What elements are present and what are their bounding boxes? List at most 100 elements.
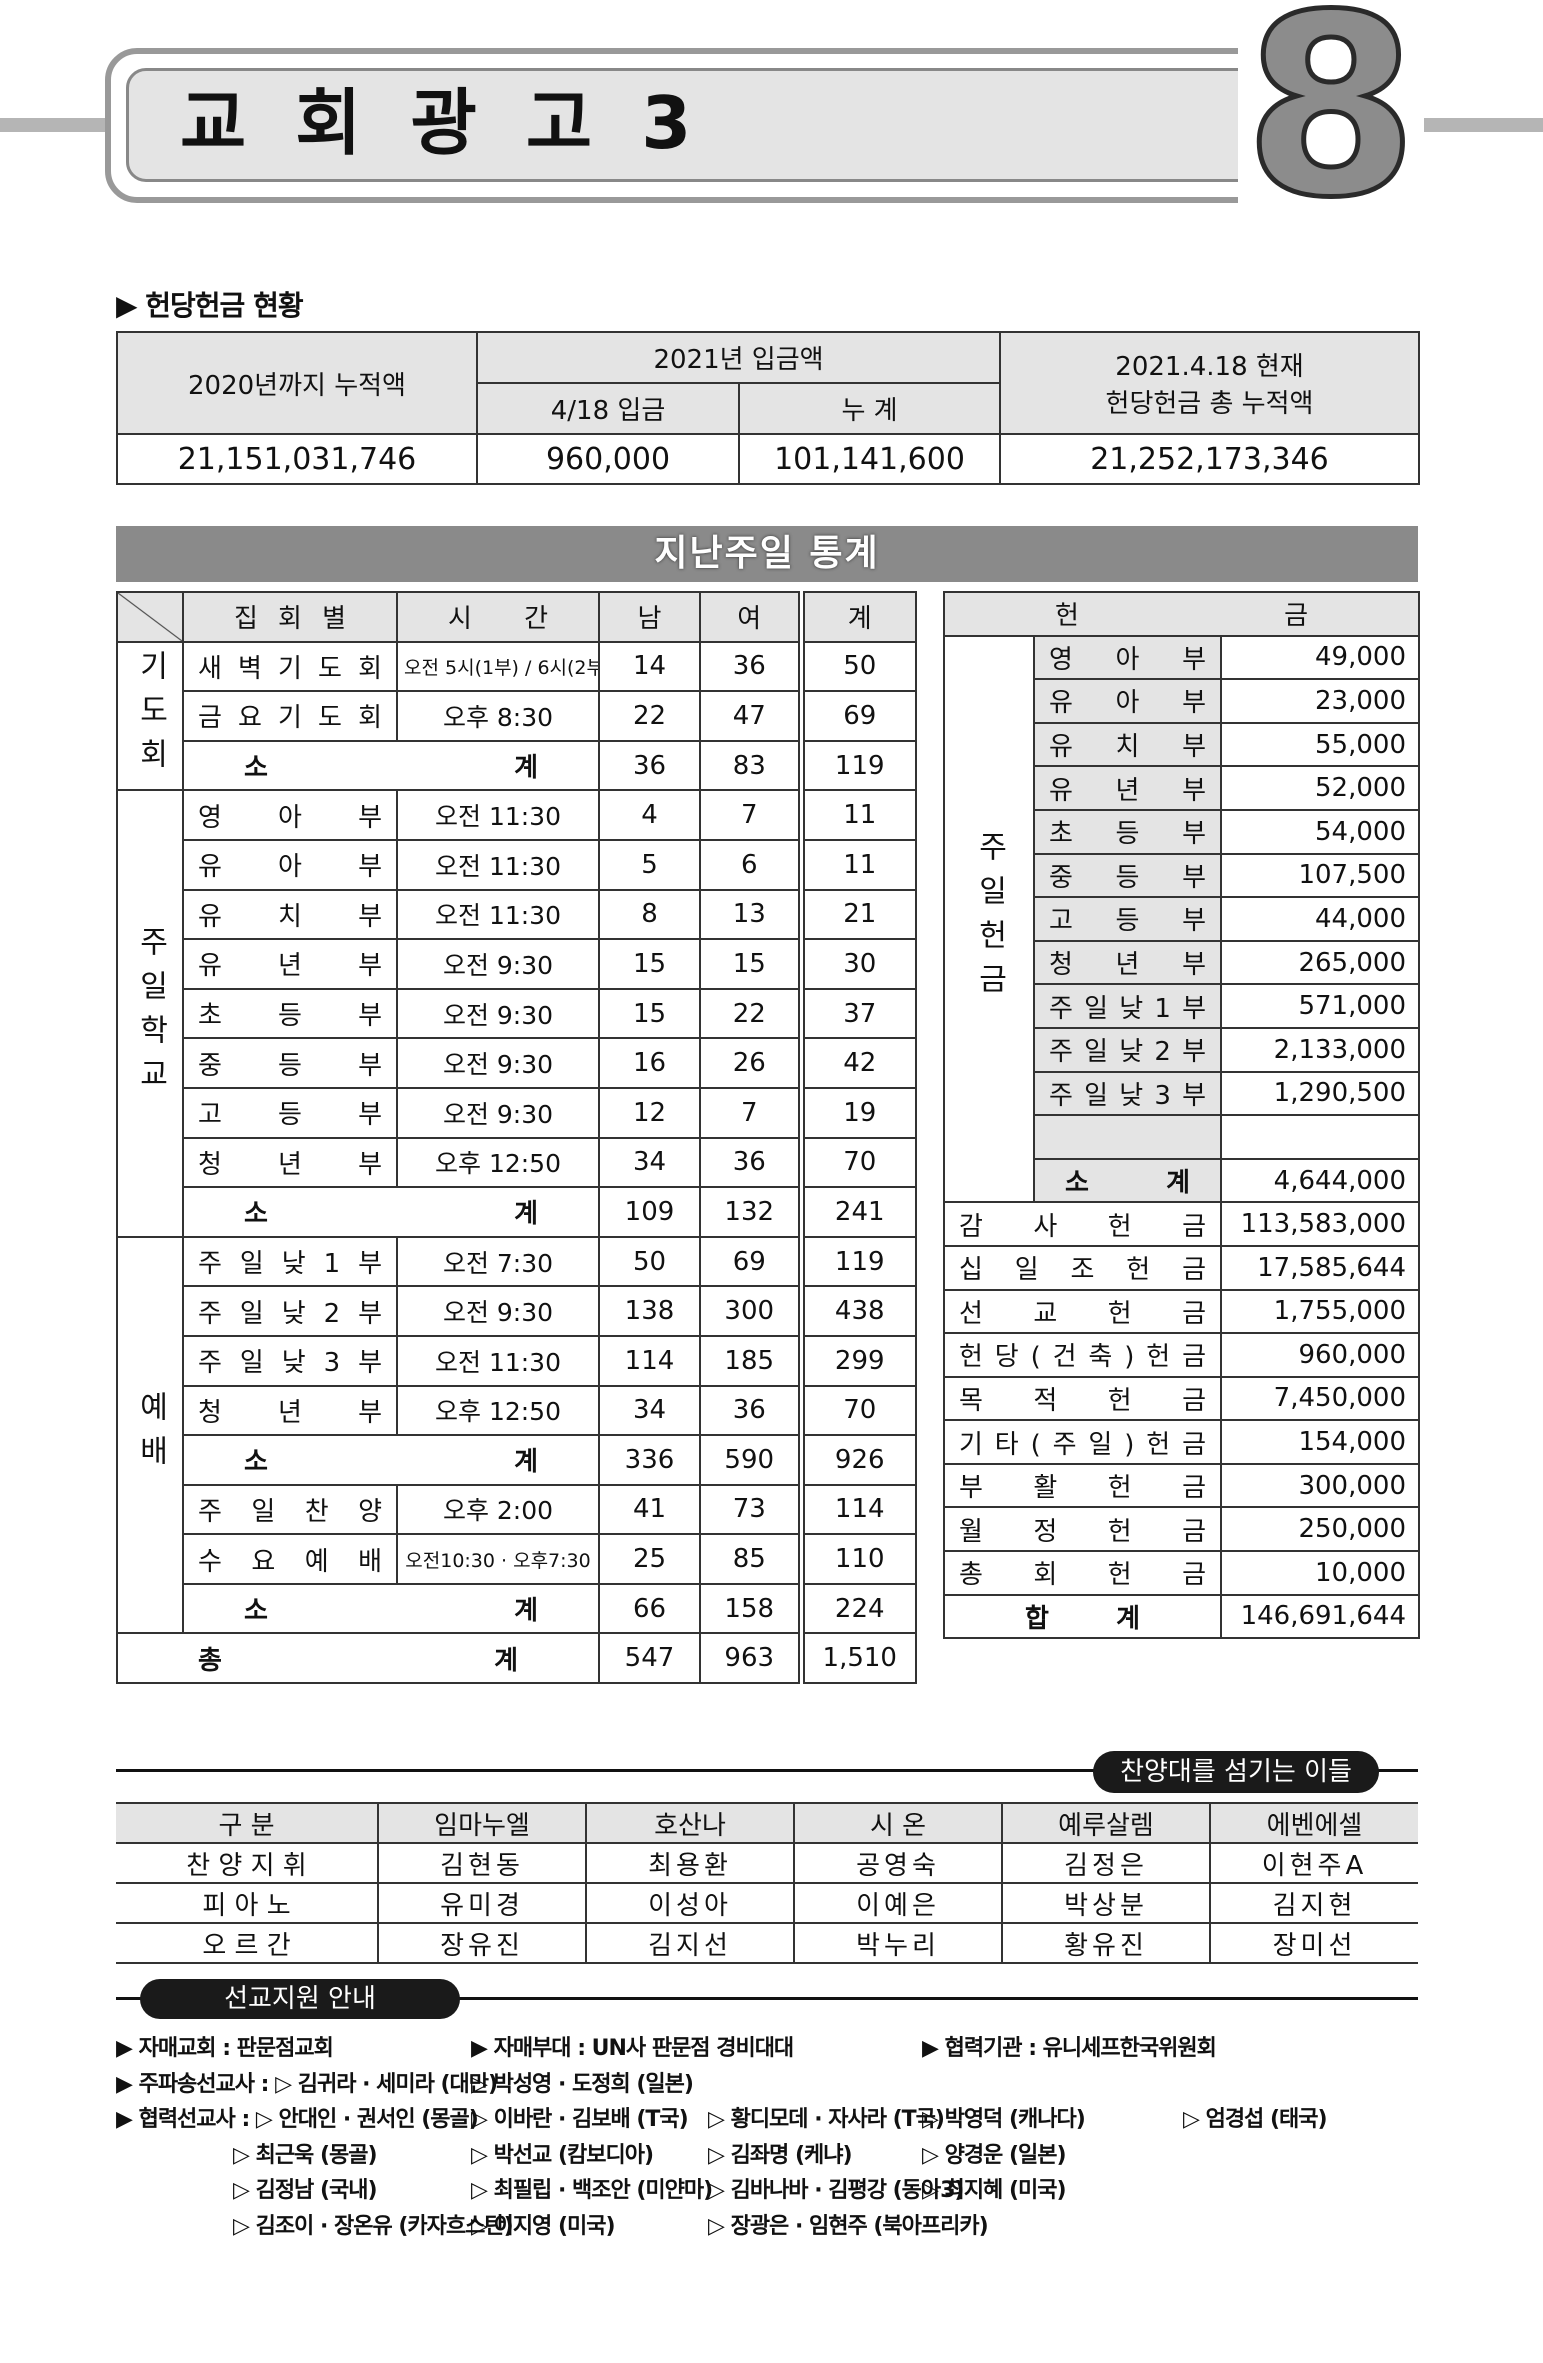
group-label: 주일학교 (116, 789, 184, 1238)
mission-item: ▶ 협력선교사 : ▷ 안대인 · 권서인 (몽골) (116, 2107, 479, 2132)
session-name: 새 벽 기 도 회 (182, 640, 398, 693)
session-time: 오후 2:00 (396, 1483, 600, 1536)
count-cell: 109 (598, 1186, 701, 1238)
subtotal-label: 소 계 (182, 1434, 600, 1486)
group-label: 주일헌금 (943, 634, 1035, 1204)
count-cell: 114 (598, 1334, 701, 1387)
count-cell: 158 (699, 1582, 802, 1635)
session-time: 오후 8:30 (396, 690, 600, 742)
member-name: 황유진 (1001, 1922, 1211, 1964)
count-cell: 138 (598, 1285, 701, 1337)
count-cell: 119 (797, 739, 917, 792)
mission-item: ▷ 엄경섭 (태국) (1183, 2107, 1328, 2132)
count-cell: 69 (797, 690, 917, 742)
member-name: 장미선 (1209, 1922, 1418, 1964)
table-row: 초 등 부 54,000 (944, 808, 1420, 855)
header-cell: 임마누엘 (377, 1802, 587, 1844)
member-name: 박누리 (793, 1922, 1003, 1964)
count-cell: 299 (797, 1334, 917, 1387)
count-cell: 66 (598, 1582, 701, 1635)
member-name: 김정은 (1001, 1842, 1211, 1884)
mission-item: ▷ 김조이 · 장온유 (카자흐스탄) (233, 2213, 514, 2239)
subtotal-label: 소 계 (182, 739, 600, 792)
count-cell: 7 (699, 789, 802, 841)
count-cell: 336 (598, 1434, 701, 1486)
count-cell: 8 (598, 888, 701, 941)
table-row: 주일헌금 영 아 부 49,000 (943, 634, 1420, 1204)
count-cell: 70 (797, 1136, 917, 1189)
header-line: 2021.4.18 현재 (1115, 352, 1304, 382)
offering-name: 영 아 부 (1033, 634, 1222, 681)
member-name: 유미경 (377, 1882, 587, 1924)
table-row: 헌 당 ( 건 축 ) 헌 금 960,000 (943, 1332, 1420, 1378)
session-time: 오전 9:30 (396, 987, 600, 1040)
header-cell: 에벤에셀 (1209, 1802, 1418, 1844)
table-row: 오 르 간 장유진 김지선 박누리 황유진 장미선 (116, 1922, 1418, 1964)
table-row: 금 요 기 도 회 오후 8:30 22 47 69 (117, 690, 917, 742)
table-row: 유 치 부 55,000 (944, 721, 1420, 768)
count-cell: 1,510 (797, 1632, 917, 1685)
table-row: 찬 양 지 휘 김현동 최용환 공영숙 김정은 이현주A (116, 1842, 1418, 1884)
count-cell: 42 (797, 1037, 917, 1089)
count-cell: 22 (598, 690, 701, 742)
mission-item: ▷ 최필립 · 백조안 (미얀마) (471, 2178, 713, 2203)
session-time: 오전 11:30 (396, 838, 600, 891)
count-cell: 300 (699, 1285, 802, 1337)
table-row: 월 정 헌 금 250,000 (943, 1506, 1420, 1553)
offering-amount: 1,755,000 (1220, 1288, 1420, 1335)
count-cell: 36 (699, 1136, 802, 1189)
table-row: 선 교 헌 금 1,755,000 (943, 1288, 1420, 1335)
mission-item: ▷ 최지혜 (미국) (922, 2178, 1067, 2203)
count-cell: 25 (598, 1533, 701, 1585)
offering-name: 중 등 부 (1033, 852, 1222, 899)
subtotal-label: 소 계 (1033, 1157, 1222, 1204)
session-name: 금 요 기 도 회 (182, 690, 398, 742)
member-name: 최용환 (585, 1842, 795, 1884)
session-name: 유 년 부 (182, 938, 398, 990)
table-row: 합 계 146,691,644 (943, 1593, 1420, 1640)
session-time: 오전 11:30 (396, 1334, 600, 1387)
stats-banner: 지난주일 통계 (116, 526, 1418, 582)
empty-cell (1220, 1114, 1420, 1160)
table-row: 중 등 부 오전 9:30 16 26 42 (117, 1037, 917, 1089)
offering-amount: 146,691,644 (1220, 1593, 1420, 1640)
session-time: 오전 9:30 (396, 938, 600, 990)
offering-amount: 113,583,000 (1220, 1201, 1420, 1247)
table-row: 4/18 입금 누 계 (117, 382, 1419, 435)
offering-amount: 107,500 (1220, 852, 1420, 899)
count-cell: 19 (797, 1086, 917, 1139)
table-row: 주 일 낮 2 부 오전 9:30 138 300 438 (117, 1285, 917, 1337)
offering-name: 주 일 낮 3 부 (1033, 1070, 1222, 1117)
subtotal-label: 소 계 (182, 1582, 600, 1635)
session-time: 오전 11:30 (396, 789, 600, 841)
offering-name: 청 년 부 (1033, 939, 1222, 986)
header-cell: 누 계 (738, 382, 1001, 435)
count-cell: 15 (598, 938, 701, 990)
count-cell: 12 (598, 1086, 701, 1139)
table-row: 고 등 부 오전 9:30 12 7 19 (117, 1086, 917, 1139)
mission-item: ▶ 자매교회 : 판문점교회 (116, 2036, 334, 2061)
total-label: 총 계 (116, 1632, 600, 1685)
table-row: 21,151,031,746 960,000 101,141,600 21,252,1… (116, 433, 1420, 485)
session-name: 초 등 부 (182, 987, 398, 1040)
mission-item: ▷ 이지영 (미국) (471, 2213, 616, 2239)
offering-amount: 23,000 (1220, 678, 1420, 724)
count-cell: 36 (598, 739, 701, 792)
offering-name: 선 교 헌 금 (943, 1288, 1222, 1335)
offering-amount: 55,000 (1220, 721, 1420, 768)
table-row: 부 활 헌 금 300,000 (943, 1462, 1420, 1509)
count-cell: 85 (699, 1533, 802, 1585)
count-cell: 14 (598, 640, 701, 693)
group-label: 예배 (116, 1235, 184, 1635)
choir-table: 구 분 임마누엘 호산나 시 온 예루살렘 에벤에셀 찬 양 지 휘 김현동 최용환 공영숙 김정은… (116, 1802, 1418, 1964)
offering-name: 주 일 낮 1 부 (1033, 983, 1222, 1029)
table-row: 초 등 부 오전 9:30 15 22 37 (117, 987, 917, 1040)
table-row: 감 사 헌 금 113,583,000 (943, 1201, 1420, 1247)
count-cell: 22 (699, 987, 802, 1040)
header-cell: 호산나 (585, 1802, 795, 1844)
session-time: 오후 12:50 (396, 1384, 600, 1437)
count-cell: 36 (699, 1384, 802, 1437)
count-cell: 963 (699, 1632, 802, 1685)
member-name: 공영숙 (793, 1842, 1003, 1884)
